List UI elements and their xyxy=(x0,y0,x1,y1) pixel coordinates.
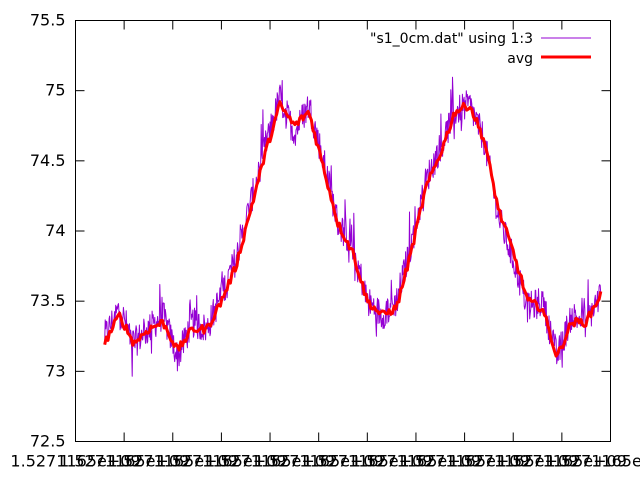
legend-label-series-2: avg xyxy=(507,51,533,67)
x-tick-label: 1.5271165e+09 xyxy=(254,452,384,471)
series-line-1 xyxy=(104,76,602,377)
legend-label-series-1: "s1_0cm.dat" using 1:3 xyxy=(370,31,533,47)
x-tick-label: 1.5271165e+09 xyxy=(497,452,627,471)
series-line-2 xyxy=(103,100,603,358)
x-tick-label: 1.5271165e+09 xyxy=(205,452,335,471)
x-axis-ticks: 1.5271165e+091.5271165e+091.5271165e+091… xyxy=(10,20,640,471)
x-tick-label: 1.5271165e+09 xyxy=(545,452,640,471)
y-tick-label: 73 xyxy=(45,361,65,380)
x-tick-label: 1.5271165e+09 xyxy=(302,452,432,471)
legend: "s1_0cm.dat" using 1:3 avg xyxy=(370,31,591,67)
series-layer xyxy=(103,76,603,377)
x-tick-label: 1.5271165e+09 xyxy=(156,452,286,471)
y-axis-ticks: 72.5 73 73.5 74 74.5 75 75.5 xyxy=(30,11,611,451)
x-tick-label: 1.5271165e+09 xyxy=(10,452,140,471)
x-tick-label: 1.5271165e+09 xyxy=(59,452,189,471)
y-tick-label: 75.5 xyxy=(30,11,66,30)
x-tick-label: 1.5271165e+09 xyxy=(351,452,481,471)
y-tick-label: 74 xyxy=(45,221,65,240)
x-tick-label: 1.5271165e+09 xyxy=(108,452,238,471)
y-tick-label: 74.5 xyxy=(30,151,66,170)
x-tick-label: 1.5271165e+09 xyxy=(448,452,578,471)
y-tick-label: 73.5 xyxy=(30,291,66,310)
x-tick-label: 1.5271165e+09 xyxy=(400,452,530,471)
y-tick-label: 75 xyxy=(45,81,65,100)
y-tick-label: 72.5 xyxy=(30,432,66,451)
